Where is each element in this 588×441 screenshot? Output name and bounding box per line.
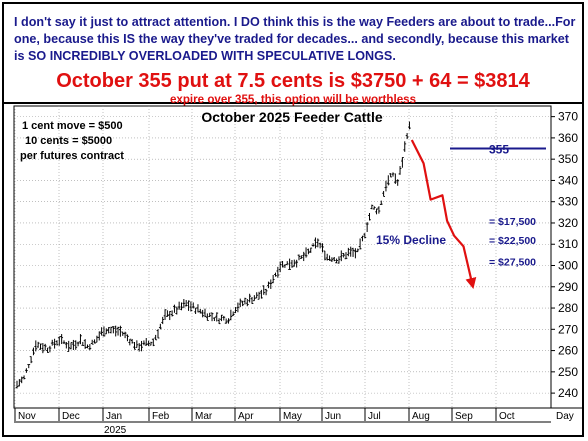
x-tick-label: May xyxy=(283,411,302,422)
x-tick-label: Feb xyxy=(152,411,170,422)
y-tick-label: 330 xyxy=(558,195,578,209)
loss-label: = $27,500 xyxy=(489,256,536,268)
x-tick-label: Day xyxy=(556,411,574,422)
date-axis: Nov Dec Jan Feb Mar Apr May Jun Jul Aug Sep Oct Day 2… xyxy=(14,407,584,436)
y-tick-label: 310 xyxy=(558,237,578,251)
commentary-note: I don't say it just to attract attention… xyxy=(14,15,576,63)
contract-note-1: 1 cent move = $500 xyxy=(22,120,123,132)
x-tick-label: Dec xyxy=(62,411,80,422)
strike-label: 355 xyxy=(489,143,509,157)
loss-label: = $17,500 xyxy=(489,216,536,228)
y-tick-label: 260 xyxy=(558,344,578,358)
x-tick-label: Apr xyxy=(238,411,254,422)
y-tick-label: 340 xyxy=(558,173,578,187)
x-tick-label: Mar xyxy=(195,411,213,422)
contract-note-2: 10 cents = $5000 xyxy=(25,135,112,147)
x-tick-label: Oct xyxy=(499,411,515,422)
y-tick-label: 370 xyxy=(558,110,578,124)
x-tick-label: Sep xyxy=(455,411,473,422)
price-bars xyxy=(15,121,411,389)
projection-overlay: 355 15% Decline = $17,500 = $22,500 = $27,50… xyxy=(376,139,546,289)
y-tick-label: 280 xyxy=(558,301,578,315)
x-tick-label: Aug xyxy=(412,411,430,422)
y-tick-label: 290 xyxy=(558,280,578,294)
y-tick-label: 360 xyxy=(558,131,578,145)
x-tick-label: Jul xyxy=(368,411,381,422)
option-offer: October 355 put at 7.5 cents is $3750 + … xyxy=(56,70,530,92)
outer-frame xyxy=(2,2,584,437)
y-tick-label: 350 xyxy=(558,152,578,166)
decline-label: 15% Decline xyxy=(376,233,446,247)
x-tick-label: Jun xyxy=(325,411,341,422)
x-tick-label: Jan xyxy=(106,411,122,422)
plot-area xyxy=(13,105,552,409)
gridlines xyxy=(14,106,551,408)
chart-title: October 2025 Feeder Cattle xyxy=(201,109,383,125)
year-label: 2025 xyxy=(104,425,127,436)
y-tick-label: 250 xyxy=(558,365,578,379)
x-tick-label: Nov xyxy=(18,411,36,422)
loss-label: = $22,500 xyxy=(489,235,536,247)
commentary-header: I don't say it just to attract attention… xyxy=(4,4,582,106)
expiry-note: expire over 355, this option will be wor… xyxy=(169,93,417,106)
y-tick-label: 270 xyxy=(558,322,578,336)
price-axis: 240 250 260 270 280 290 300 310 320 330 340 350 360 3… xyxy=(551,110,578,400)
contract-note-3: per futures contract xyxy=(20,150,124,162)
y-tick-label: 320 xyxy=(558,216,578,230)
projected-decline-arrow xyxy=(410,139,477,289)
y-tick-label: 300 xyxy=(558,259,578,273)
y-tick-label: 240 xyxy=(558,386,578,400)
